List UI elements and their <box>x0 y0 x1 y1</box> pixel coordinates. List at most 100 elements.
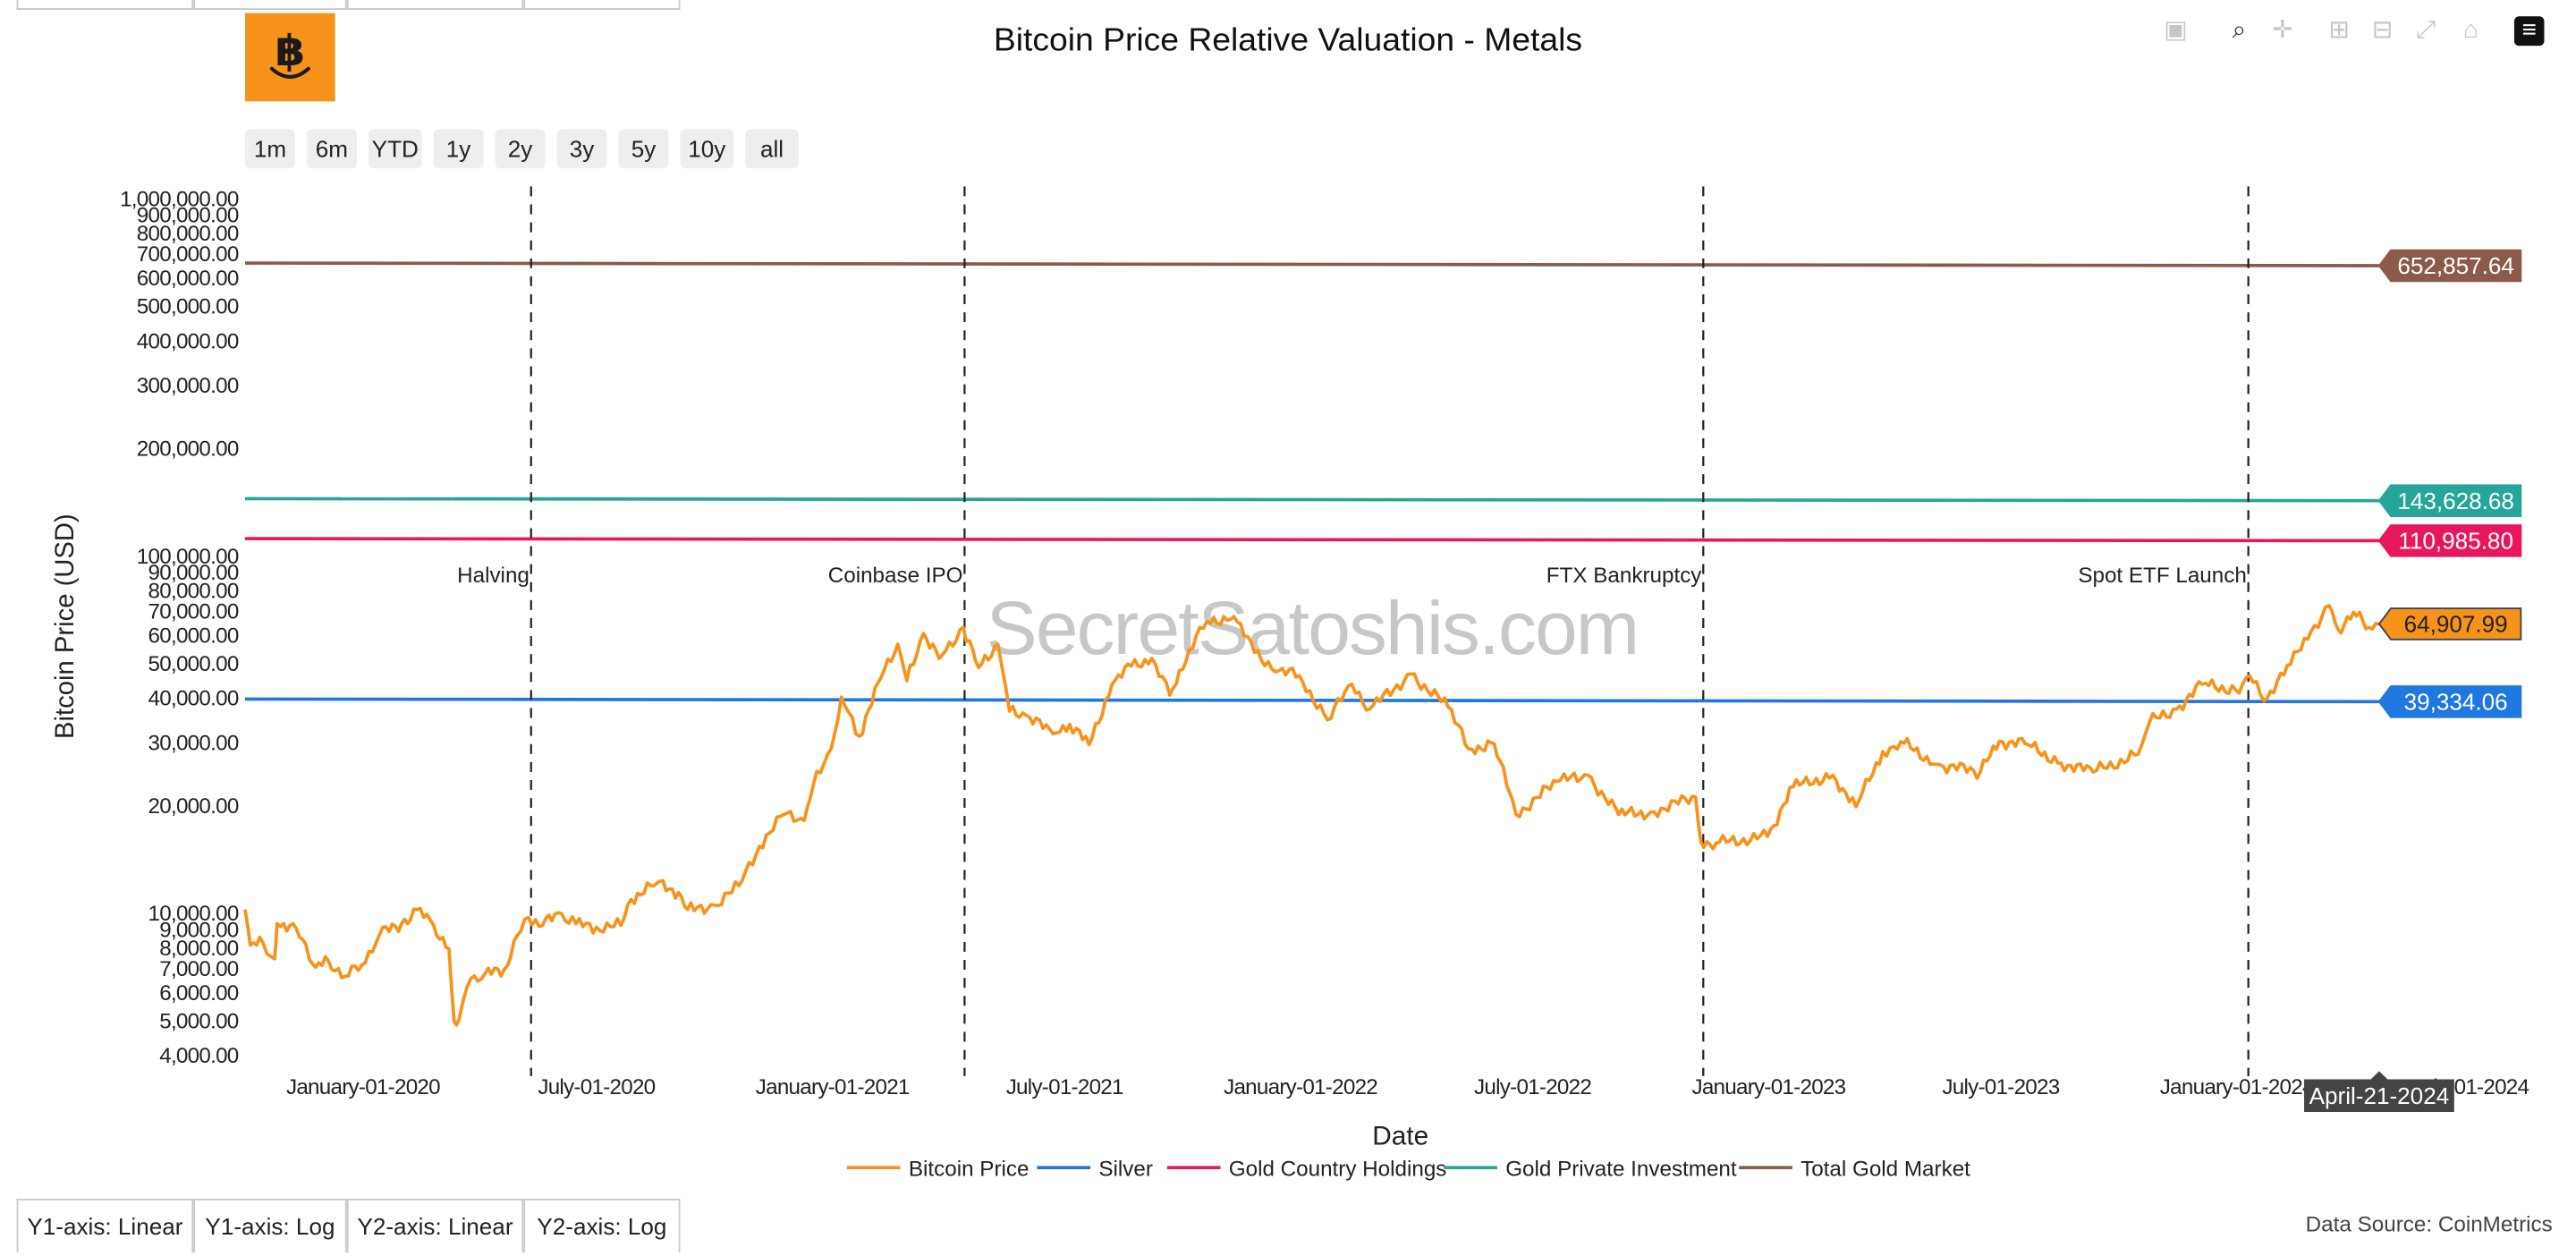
bitcoin-price-series <box>243 604 2380 1027</box>
watermark-text: SecretSatoshis.com <box>987 586 1639 670</box>
legend-item-gold-country-holdings[interactable]: Gold Country Holdings <box>1166 1158 1447 1182</box>
camera-icon[interactable]: ▣ <box>2164 16 2188 45</box>
y-tick-label: 20,000.00 <box>148 794 239 819</box>
legend: Bitcoin Price Silver Gold Country Holdings… <box>846 1158 1970 1182</box>
range-button-3y[interactable]: 3y <box>556 129 607 169</box>
series-line-gold-country-holdings <box>245 537 2379 543</box>
series-value-labels: 64,907.99 39,334.06 110,985.80 143,628.68 65… <box>2377 249 2522 718</box>
range-button-ytd[interactable]: YTD <box>368 129 422 169</box>
y-tick-label: 200,000.00 <box>137 437 239 462</box>
value-label-text: 652,857.64 <box>2397 254 2514 279</box>
hover-tooltip: April-21-2024 <box>2304 1071 2454 1113</box>
y-tick-label: 60,000.00 <box>148 624 239 649</box>
axis-button-y1-axis-log[interactable]: Y1-axis: Log <box>193 1198 347 1253</box>
x-tick-label: January-01-2023 <box>1691 1075 1845 1099</box>
y-tick-label: 400,000.00 <box>137 329 239 353</box>
value-label-text: 39,334.06 <box>2404 691 2508 716</box>
top-tab-edge <box>346 0 524 10</box>
range-button-10y[interactable]: 10y <box>680 129 734 169</box>
zoom-out-icon[interactable]: ⊟ <box>2371 16 2394 45</box>
event-label-ftx-bankruptcy: FTX Bankruptcy <box>1546 564 1702 588</box>
y-tick-label: 90,000.00 <box>148 561 239 585</box>
y-tick-label: 800,000.00 <box>137 222 239 246</box>
y-tick-label: 4,000.00 <box>159 1044 239 1068</box>
value-label-box <box>2377 607 2522 641</box>
legend-item-gold-private-investment[interactable]: Gold Private Investment <box>1444 1158 1737 1182</box>
hover-date-text: April-21-2024 <box>2309 1084 2450 1109</box>
series-line-bitcoin-price <box>243 604 2380 1027</box>
series-line-gold-private-investment <box>245 496 2379 503</box>
zoom-in-icon[interactable]: ⊞ <box>2328 16 2350 45</box>
y-tick-label: 1,000,000.00 <box>120 188 239 212</box>
range-button-all[interactable]: all <box>745 129 799 169</box>
y-tick-label: 70,000.00 <box>148 600 239 624</box>
y-tick-label: 900,000.00 <box>137 204 239 228</box>
legend-label: Silver <box>1098 1158 1153 1182</box>
range-button-5y[interactable]: 5y <box>618 129 669 169</box>
y-tick-label: 8,000.00 <box>159 937 239 961</box>
axis-button-y2-axis-log[interactable]: Y2-axis: Log <box>523 1198 681 1253</box>
value-label-bitcoin-price: 64,907.99 <box>2377 607 2522 641</box>
x-tick-label: January-01-2024 <box>2160 1075 2314 1099</box>
x-tick-label: January-01-2022 <box>1224 1075 1377 1099</box>
page-title: Bitcoin Price Relative Valuation - Metal… <box>993 22 1583 59</box>
value-label-box <box>2377 524 2522 557</box>
range-button-1m[interactable]: 1m <box>245 129 295 169</box>
y-tick-label: 80,000.00 <box>148 580 239 604</box>
legend-item-total-gold-market[interactable]: Total Gold Market <box>1739 1158 1970 1182</box>
value-label-box <box>2377 685 2522 718</box>
axis-button-y1-axis-linear[interactable]: Y1-axis: Linear <box>16 1198 194 1253</box>
value-label-silver: 39,334.06 <box>2377 685 2522 718</box>
range-button-1y[interactable]: 1y <box>433 129 484 169</box>
x-tick-label: July-01-2022 <box>1474 1075 1591 1099</box>
value-label-total-gold-market: 652,857.64 <box>2377 249 2522 283</box>
y-tick-label: 9,000.00 <box>159 919 239 943</box>
axis-button-y2-axis-linear[interactable]: Y2-axis: Linear <box>346 1198 524 1253</box>
value-label-box <box>2377 249 2522 283</box>
range-button-2y[interactable]: 2y <box>495 129 546 169</box>
legend-label: Bitcoin Price <box>909 1158 1030 1182</box>
legend-item-silver[interactable]: Silver <box>1037 1158 1153 1182</box>
y-tick-label: 100,000.00 <box>137 545 239 569</box>
plotly-logo-icon[interactable]: ≡ <box>2513 16 2545 47</box>
legend-item-bitcoin-price[interactable]: Bitcoin Price <box>846 1158 1030 1182</box>
x-axis-ticks: January-01-2020 July-01-2020 January-01-20… <box>286 1075 2529 1099</box>
event-label-spot-etf-launch: Spot ETF Launch <box>2078 564 2246 588</box>
top-tab-edge <box>16 0 194 10</box>
x-tick-label: July-01-2021 <box>1006 1075 1123 1099</box>
bitcoin-smile-icon: ฿ <box>269 27 310 79</box>
y-axis-ticks: 4,000.00 5,000.00 6,000.007,000.008,000.00… <box>120 188 240 1069</box>
value-label-text: 64,907.99 <box>2404 613 2508 638</box>
y-tick-label: 40,000.00 <box>148 687 239 711</box>
value-label-text: 143,628.68 <box>2397 489 2514 514</box>
x-tick-label: July-01-2023 <box>1942 1075 2059 1099</box>
data-source-note: Data Source: CoinMetrics <box>2305 1211 2553 1236</box>
zoom-icon[interactable]: ⌕ <box>2232 16 2247 45</box>
y-tick-label: 600,000.00 <box>137 267 239 291</box>
range-button-6m[interactable]: 6m <box>306 129 357 169</box>
top-tab-edge <box>193 0 347 10</box>
x-tick-label: July-01-2020 <box>538 1075 655 1099</box>
x-axis-label: Date <box>1372 1122 1428 1151</box>
bitcoin-logo: ฿ <box>245 13 335 102</box>
y-tick-label: 7,000.00 <box>159 957 239 981</box>
y-tick-label: 50,000.00 <box>148 652 239 676</box>
autoscale-icon[interactable]: ⤢ <box>2415 16 2436 45</box>
y-tick-label: 500,000.00 <box>137 295 239 319</box>
top-tab-edge <box>523 0 681 10</box>
event-label-halving: Halving <box>457 564 530 588</box>
watermark: SecretSatoshis.com <box>987 586 1640 670</box>
y-axis-label: Bitcoin Price (USD) <box>50 513 80 739</box>
legend-label: Gold Country Holdings <box>1229 1158 1447 1182</box>
home-icon[interactable]: ⌂ <box>2463 16 2479 45</box>
y-tick-label: 30,000.00 <box>148 732 239 756</box>
pan-icon[interactable]: ✛ <box>2272 16 2293 45</box>
value-label-text: 110,985.80 <box>2398 530 2513 555</box>
hover-box <box>2304 1071 2454 1113</box>
value-label-gold-private-investment: 143,628.68 <box>2377 484 2522 517</box>
value-label-gold-country-holdings: 110,985.80 <box>2377 524 2522 557</box>
svg-text:฿: ฿ <box>275 27 305 76</box>
event-markers: Halving Coinbase IPO FTX Bankruptcy Spot ET… <box>457 186 2250 1076</box>
